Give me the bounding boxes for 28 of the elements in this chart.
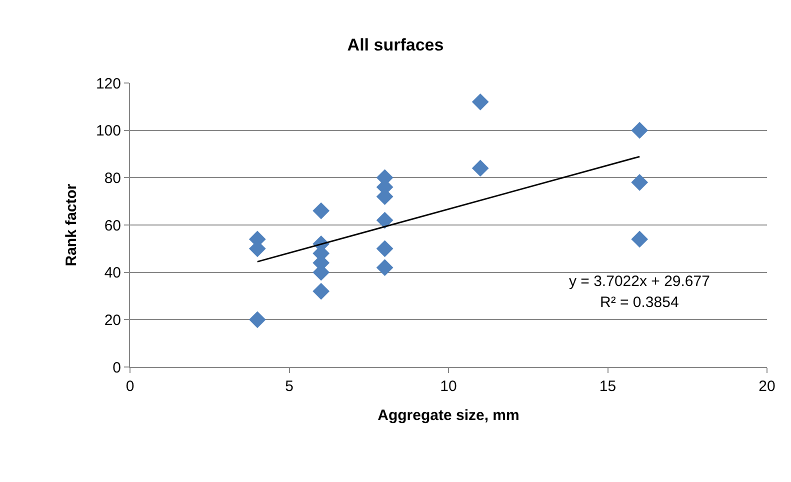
y-tick-label: 0: [112, 359, 121, 376]
point: [631, 174, 648, 191]
x-tick-label: 10: [440, 378, 457, 395]
point: [376, 240, 394, 258]
annotation: y = 3.7022x + 29.677: [569, 273, 710, 290]
y-tick-label: 20: [104, 312, 121, 329]
x-tick-label: 20: [758, 378, 776, 395]
y-tick-label: 120: [96, 75, 121, 92]
point: [631, 230, 648, 248]
y-tick-label: 40: [104, 264, 121, 282]
y-tick-label: 60: [104, 217, 121, 234]
point: [312, 282, 330, 300]
x-tick-label: 0: [126, 378, 134, 395]
chart-title: All surfaces: [347, 35, 444, 54]
annotation: R² = 0.3854: [600, 294, 679, 311]
y-tick-label: 80: [104, 170, 121, 187]
y-axis-title: Rank factor: [63, 184, 80, 266]
point: [472, 160, 489, 177]
point: [376, 212, 394, 229]
point: [472, 93, 489, 110]
point: [248, 311, 266, 328]
x-tick-label: 15: [599, 378, 616, 395]
y-tick-label: 100: [96, 122, 121, 140]
point: [631, 122, 648, 139]
point: [376, 259, 394, 276]
point: [312, 202, 330, 220]
x-axis-title: Aggregate size, mm: [378, 407, 520, 424]
x-tick-label: 5: [285, 378, 294, 395]
